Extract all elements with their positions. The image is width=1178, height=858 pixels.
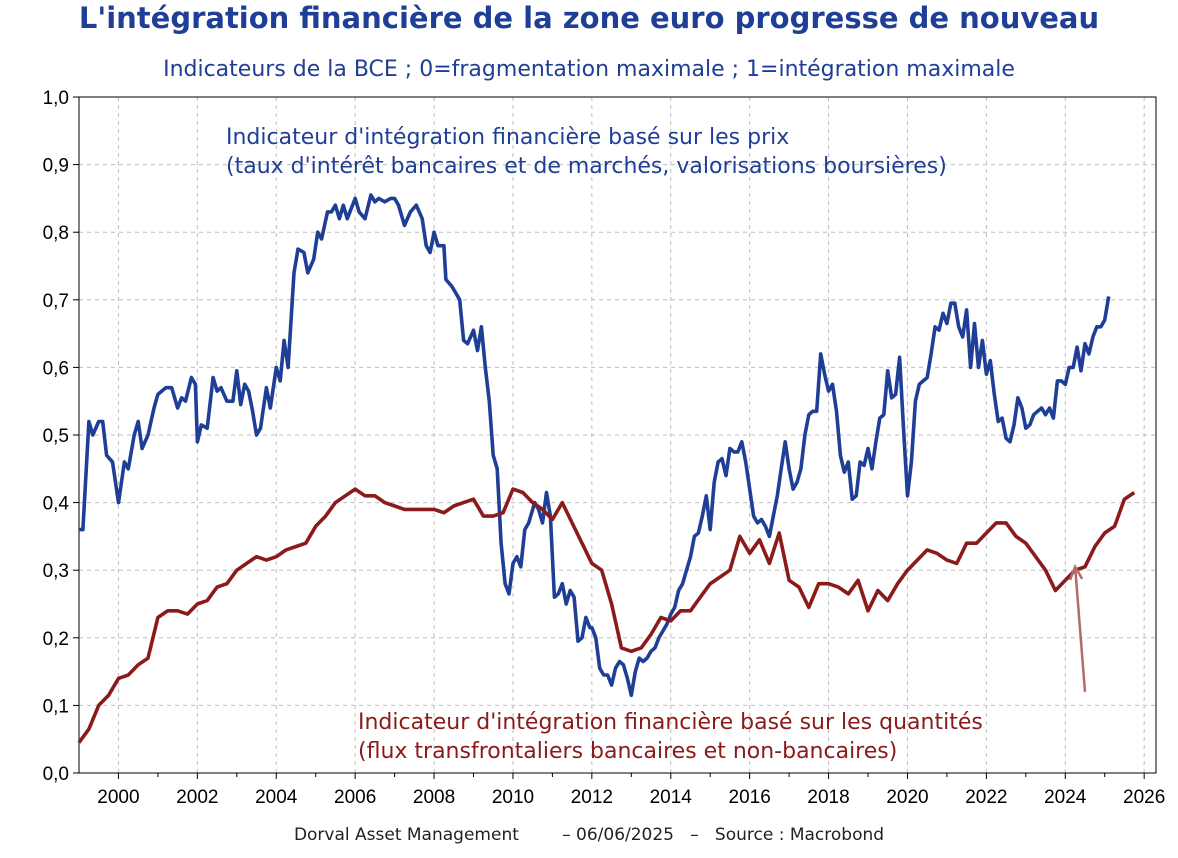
x-tick-label: 2024 [1044,787,1087,808]
x-tick-label: 2016 [729,787,771,808]
y-tick-label: 0,1 [43,696,69,717]
annotation-quantities-line2: (flux transfrontaliers bancaires et non-… [358,739,897,764]
annotation-prices-line1: Indicateur d'intégration financière basé… [226,125,789,150]
x-tick-label: 2026 [1123,787,1165,808]
x-tick-label: 2004 [255,787,298,808]
x-tick-label: 2008 [413,787,455,808]
y-tick-label: 0,3 [43,561,69,582]
series-line-quantities [77,487,1136,744]
x-tick-label: 2018 [807,787,849,808]
grid-layer [79,97,1156,773]
y-tick-label: 0,4 [43,494,70,515]
annotation-arrow-head [1068,563,1084,581]
y-tick-label: 0,0 [43,764,69,785]
y-tick-label: 0,8 [43,223,69,244]
tick-layer: 0,0 0,1 0,2 0,3 0,4 0,5 0,6 0,7 0,8 0,9 1,0 2000 200… [43,88,1166,808]
x-tick-label: 2020 [886,787,928,808]
x-tick-label: 2022 [965,787,1007,808]
annotation-arrow [1073,566,1087,692]
x-tick-label: 2000 [97,787,139,808]
x-tick-label: 2002 [176,787,218,808]
y-tick-label: 0,9 [43,156,69,177]
y-tick-label: 0,2 [43,629,69,650]
plot-frame [78,96,1157,774]
y-tick-label: 1,0 [43,88,69,109]
chart-title: L'intégration financière de la zone euro… [79,1,1099,35]
y-tick-label: 0,6 [43,358,69,379]
y-tick-label: 0,7 [43,291,69,312]
x-tick-label: 2010 [492,787,534,808]
annotation-quantities-line1: Indicateur d'intégration financière basé… [358,710,983,735]
x-tick-label: 2014 [650,787,693,808]
footer-source: Dorval Asset Management – 06/06/2025 – S… [294,825,884,845]
x-tick-label: 2012 [571,787,613,808]
series-line-prices [79,193,1111,698]
chart-subtitle: Indicateurs de la BCE ; 0=fragmentation … [163,57,1015,82]
x-tick-label: 2006 [334,787,376,808]
y-tick-label: 0,5 [43,426,69,447]
annotation-prices-line2: (taux d'intérêt bancaires et de marchés,… [226,154,947,179]
